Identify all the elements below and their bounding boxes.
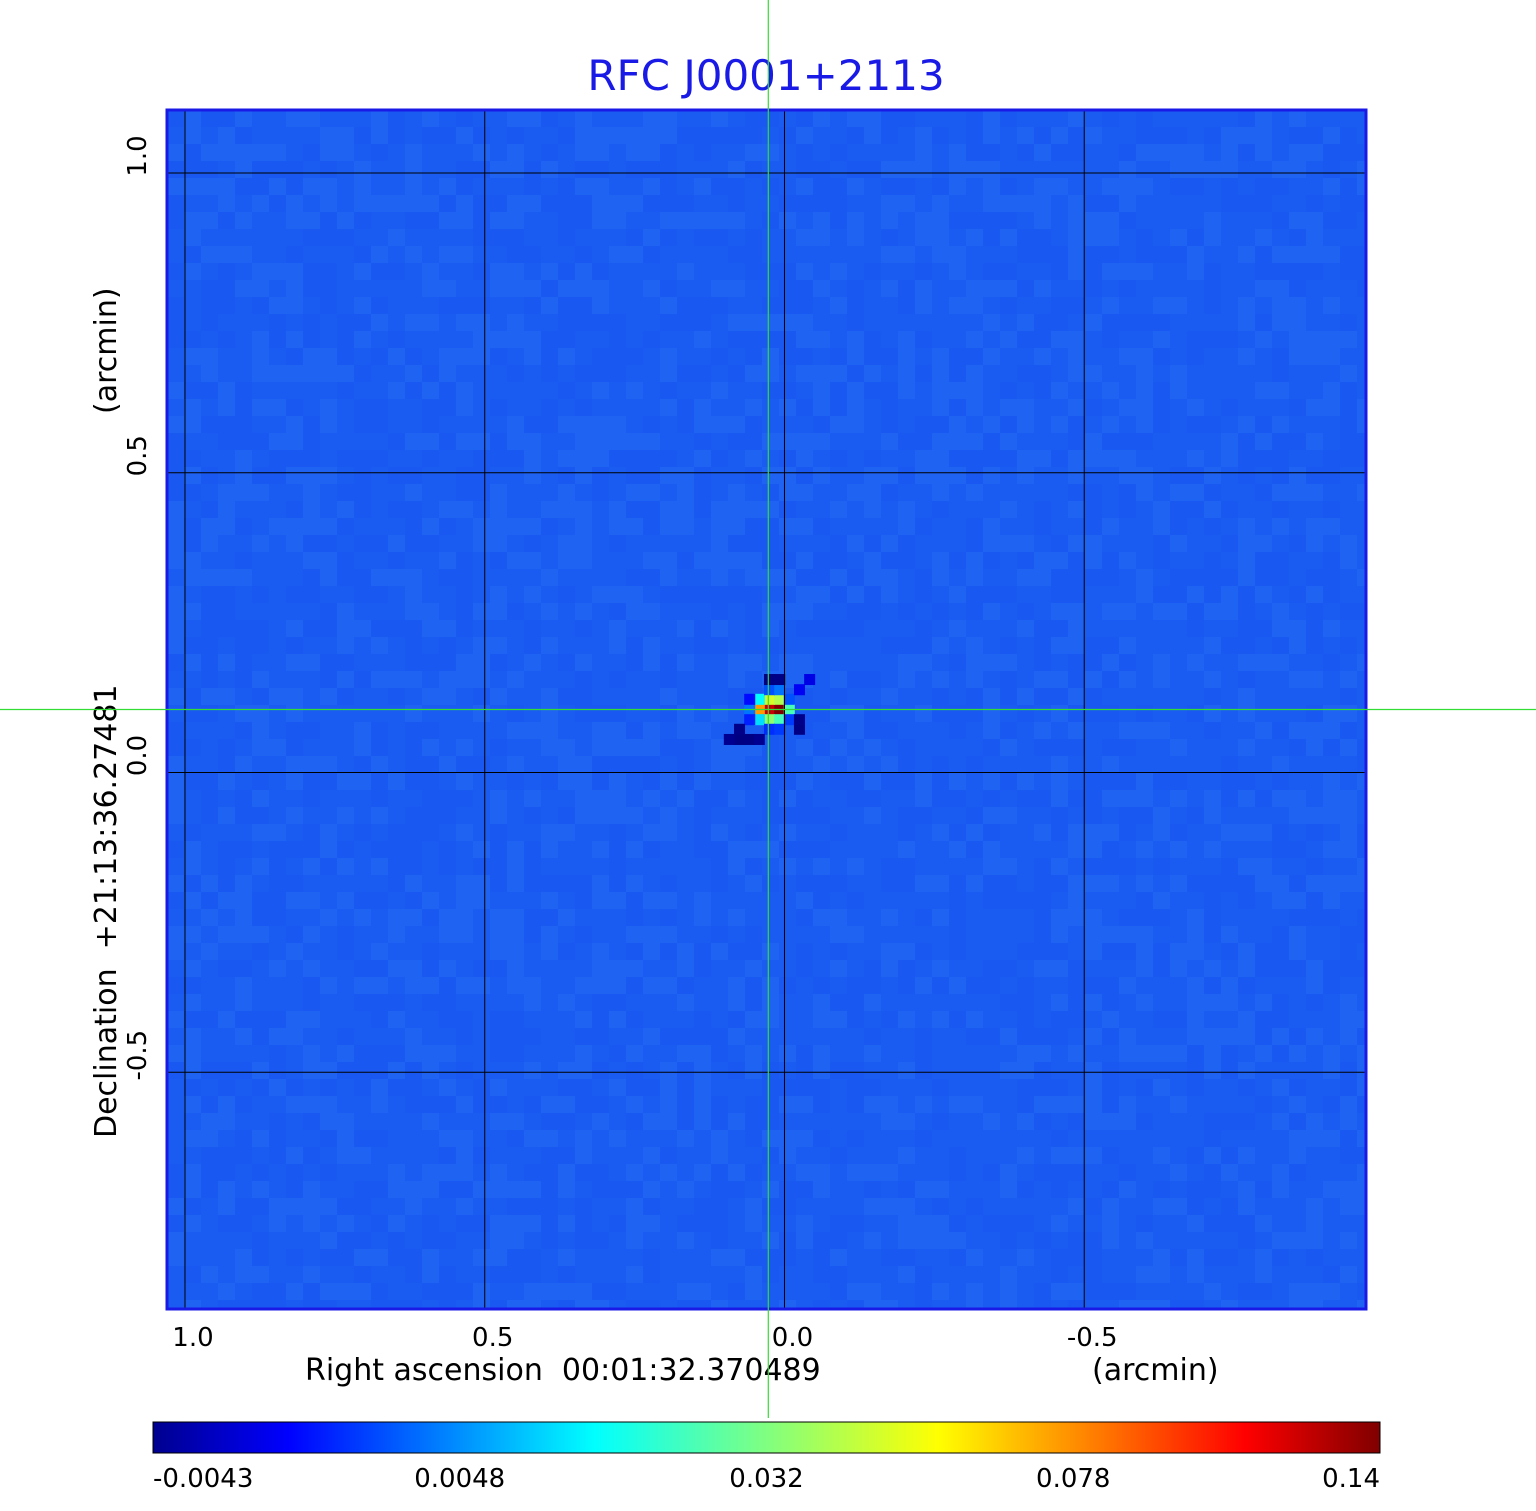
y-axis-label: Declination +21:13:36.27481 [89,684,124,1138]
source-pixel [763,693,776,705]
y-axis-unit: (arcmin) [89,287,124,414]
x-tick-label: 0.0 [772,1323,813,1353]
colorbar-tick-label: 0.032 [729,1464,803,1494]
source-pixel [734,723,746,735]
source-pixel [763,674,776,686]
source-pixel [763,723,776,735]
source-pixel [744,714,756,726]
x-axis-label: Right ascension 00:01:32.370489 [305,1353,821,1388]
x-tick-label: 1.0 [172,1323,213,1353]
x-tick-labels: 1.0 0.5 0.0 -0.5 [172,1323,1117,1353]
colorbar-tick-label: 0.14 [1322,1464,1380,1494]
x-tick-label: 0.5 [472,1323,513,1353]
source-pixel [783,693,795,705]
source-pixel [763,684,776,696]
source-pixel [774,693,786,705]
y-tick-label: -0.5 [123,1030,153,1081]
source-pixel [753,714,765,726]
source-pixel [734,733,746,745]
colorbar-tick-labels: -0.0043 0.0048 0.032 0.078 0.14 [153,1464,1380,1494]
colorbar-tick-label: -0.0043 [153,1464,253,1494]
crosshair [0,0,1536,1418]
x-tick-label: -0.5 [1067,1323,1118,1353]
image-area [165,108,1368,1311]
y-tick-labels: 1.0 0.5 0.0 -0.5 [123,135,153,1080]
source-pixel [783,714,795,726]
source-pixels [723,674,816,745]
colorbar: -0.0043 0.0048 0.032 0.078 0.14 [152,1421,1381,1494]
y-tick-label: 1.0 [123,135,153,176]
noise-texture [167,110,1366,1309]
x-axis-unit: (arcmin) [1092,1353,1219,1388]
source-pixel [793,684,805,696]
source-pixel [744,733,756,745]
colorbar-tick-label: 0.0048 [414,1464,505,1494]
source-pixel [763,714,776,726]
noise-cells [167,110,1366,1309]
source-pixel [793,723,805,735]
source-pixel [753,693,765,705]
colorbar-tick-label: 0.078 [1036,1464,1110,1494]
source-pixel [774,714,786,726]
source-pixel [753,733,765,745]
source-pixel [793,714,805,726]
source-pixel [774,674,786,686]
source-pixel [723,733,735,745]
source-pixel [774,723,786,735]
source-pixel [804,674,816,686]
y-tick-label: 0.0 [123,735,153,776]
colorbar-gradient [152,1421,1381,1454]
source-pixel [744,693,756,705]
y-tick-label: 0.5 [123,435,153,476]
chart-title: RFC J0001+2113 [587,51,944,100]
source-pixel [774,684,786,696]
